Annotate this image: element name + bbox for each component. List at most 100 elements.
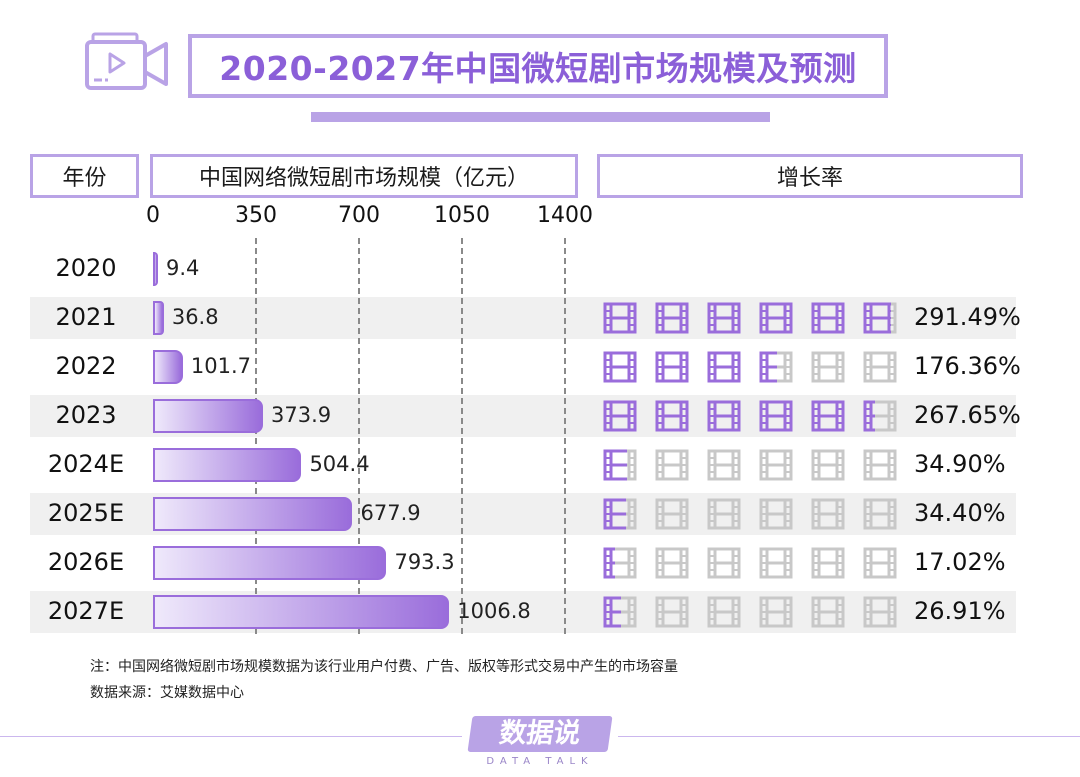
year-label: 2024E — [47, 450, 125, 478]
year-label: 2023 — [55, 401, 117, 429]
film-strip-icon-fill — [811, 302, 845, 334]
growth-rate-label: 17.02% — [914, 548, 1006, 576]
film-strip-icon — [863, 596, 897, 628]
row-band — [30, 297, 1016, 339]
film-strip-icon-fill — [655, 302, 689, 334]
year-label: 2027E — [47, 597, 125, 625]
film-strip-icon-fill — [707, 351, 741, 383]
year-label: 2021 — [55, 303, 117, 331]
film-strip-icon-fill — [759, 302, 793, 334]
header-year: 年份 — [30, 154, 139, 198]
bar — [153, 301, 164, 335]
video-camera-icon — [85, 32, 168, 90]
growth-rate-label: 34.40% — [914, 499, 1006, 527]
film-strip-icon — [603, 498, 637, 530]
year-label: 2026E — [47, 548, 125, 576]
film-strip-icon — [707, 498, 741, 530]
film-strip-icon — [707, 351, 741, 383]
film-strip-icon — [863, 547, 897, 579]
bar-value-label: 793.3 — [394, 550, 455, 574]
bar — [153, 497, 353, 531]
film-strip-icon — [811, 400, 845, 432]
film-strip-icon-fill — [655, 351, 689, 383]
film-strip-icon — [707, 400, 741, 432]
film-strip-icon — [811, 302, 845, 334]
film-strip-icon — [655, 449, 689, 481]
film-strip-icon-fill — [759, 351, 777, 383]
header-growth-rate: 增长率 — [597, 154, 1023, 198]
film-strip-icon-fill — [603, 498, 627, 530]
gridline — [358, 238, 360, 634]
film-strip-icon-fill — [863, 302, 892, 334]
growth-rate-label: 34.90% — [914, 450, 1006, 478]
film-strip-icon — [759, 351, 793, 383]
bar-value-label: 101.7 — [190, 354, 252, 378]
bar-value-label: 373.9 — [271, 403, 332, 427]
bar-value-label: 36.8 — [171, 305, 219, 329]
film-strip-icon-fill — [759, 400, 793, 432]
film-strip-icon — [759, 400, 793, 432]
bar — [153, 595, 450, 629]
film-strip-icon — [603, 302, 637, 334]
film-strip-icon — [811, 449, 845, 481]
footer-line-right — [618, 736, 1080, 737]
x-tick-label: 0 — [146, 203, 160, 228]
data-source: 数据来源：艾媒数据中心 — [90, 685, 244, 701]
bar-value-label: 1006.8 — [457, 599, 531, 623]
footnote: 注：中国网络微短剧市场规模数据为该行业用户付费、广告、版权等形式交易中产生的市场… — [90, 659, 678, 675]
film-strip-icon — [655, 400, 689, 432]
film-strip-icon-fill — [603, 400, 637, 432]
film-strip-icon-fill — [603, 547, 615, 579]
film-strip-icon — [759, 498, 793, 530]
film-strip-icon — [759, 302, 793, 334]
footer-line-left — [0, 736, 462, 737]
film-strip-icon — [655, 596, 689, 628]
film-strip-icon — [655, 351, 689, 383]
brand-logo-text: 数据说 — [467, 716, 613, 752]
header-market-scale: 中国网络微短剧市场规模（亿元） — [150, 154, 578, 198]
film-strip-icon-fill — [603, 596, 622, 628]
film-strip-icon — [655, 302, 689, 334]
film-strip-icon — [863, 498, 897, 530]
bar — [153, 448, 302, 482]
film-strip-icon — [863, 302, 897, 334]
bar — [153, 252, 158, 286]
growth-rate-label: 176.36% — [914, 352, 1021, 380]
bar-value-label: 9.4 — [166, 256, 200, 280]
film-strip-icon — [759, 547, 793, 579]
gridline — [564, 238, 566, 634]
bar-value-label: 504.4 — [309, 452, 370, 476]
film-strip-icon — [811, 596, 845, 628]
bar — [153, 546, 387, 580]
year-label: 2025E — [47, 499, 125, 527]
film-strip-icon-fill — [811, 400, 845, 432]
film-strip-icon-fill — [603, 302, 637, 334]
film-strip-icon-fill — [603, 449, 627, 481]
bar — [153, 399, 264, 433]
film-strip-icon — [759, 449, 793, 481]
growth-rate-label: 267.65% — [914, 401, 1021, 429]
film-strip-icon — [603, 449, 637, 481]
bar — [153, 350, 183, 384]
film-strip-icon — [603, 351, 637, 383]
film-strip-icon — [863, 449, 897, 481]
film-strip-icon — [759, 596, 793, 628]
film-strip-icon — [811, 351, 845, 383]
film-strip-icon — [707, 449, 741, 481]
x-tick-label: 700 — [338, 203, 380, 228]
brand-logo: 数据说 DATA TALK — [467, 716, 613, 770]
film-strip-icon — [811, 547, 845, 579]
growth-rate-label: 291.49% — [914, 303, 1021, 331]
film-strip-icon-fill — [655, 400, 689, 432]
film-strip-icon-fill — [707, 302, 741, 334]
title-underline — [311, 112, 770, 122]
film-strip-icon — [655, 547, 689, 579]
film-strip-icon — [603, 400, 637, 432]
gridline — [461, 238, 463, 634]
gridline — [255, 238, 257, 634]
film-strip-icon — [603, 596, 637, 628]
page-title: 2020-2027年中国微短剧市场规模及预测 — [188, 34, 888, 98]
film-strip-icon — [707, 596, 741, 628]
x-tick-label: 350 — [235, 203, 277, 228]
film-strip-icon-fill — [863, 400, 875, 432]
